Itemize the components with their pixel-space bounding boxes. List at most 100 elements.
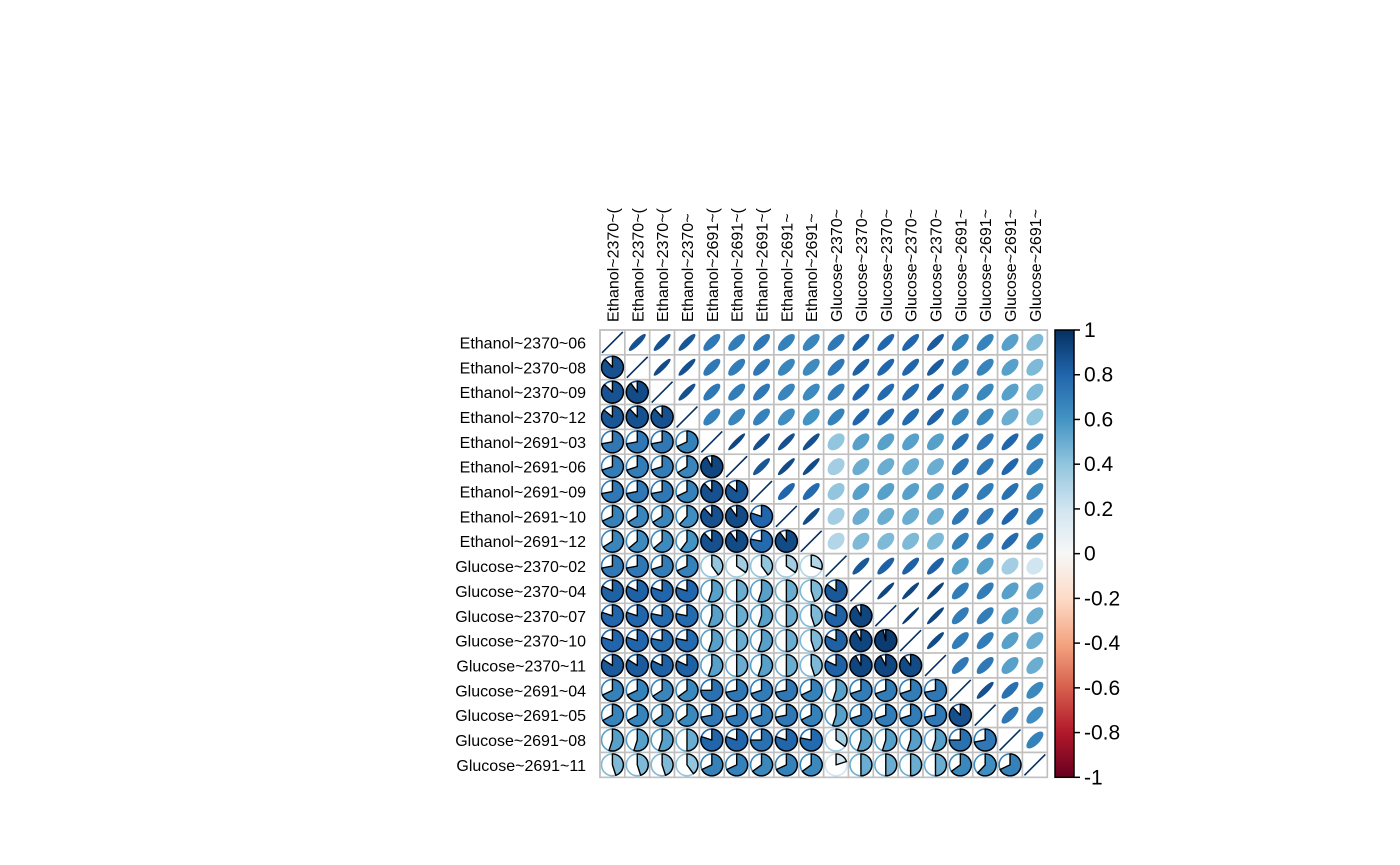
pie-slice-11-9: [824, 604, 848, 628]
ellipse-8-9: [827, 532, 845, 550]
ellipse-3-8: [802, 408, 820, 426]
ellipse-2-8: [802, 383, 820, 401]
pie-slice-13-0: [600, 653, 625, 678]
ellipse-8-13: [926, 532, 944, 550]
pie-slice-16-3: [686, 728, 699, 752]
row-label-3: Ethanol~2370~12: [460, 410, 586, 427]
pie-slice-13-1: [625, 653, 649, 678]
ellipse-5-16: [1001, 458, 1019, 476]
diag-mark-2: [651, 381, 674, 404]
pie-slice-15-5: [725, 703, 749, 727]
pie-slice-5-4: [700, 455, 724, 479]
ellipse-12-16: [1001, 632, 1019, 650]
row-label-12: Glucose~2370~10: [455, 634, 586, 651]
ellipse-5-14: [951, 458, 969, 476]
pie-slice-4-3: [676, 430, 699, 454]
matrix-border: [599, 329, 1049, 779]
ellipse-3-15: [976, 408, 994, 426]
pie-slice-11-8: [810, 604, 823, 627]
ellipse-9-11: [877, 557, 895, 575]
ellipse-8-16: [1001, 532, 1019, 550]
ellipse-9-12: [902, 557, 920, 575]
ellipse-1-4: [703, 358, 721, 376]
ellipse-1-10: [852, 358, 870, 376]
ellipse-6-10: [852, 483, 870, 501]
pie-slice-14-4: [700, 678, 724, 702]
ellipse-13-16: [1001, 656, 1019, 674]
ellipse-6-15: [976, 483, 994, 501]
pie-slice-16-6: [749, 728, 774, 752]
pie-slice-13-7: [785, 653, 798, 678]
pie-slice-16-15: [973, 728, 997, 752]
diag-mark-15: [974, 704, 997, 727]
ellipse-6-13: [926, 483, 944, 501]
ellipse-5-6: [753, 458, 771, 476]
ellipse-2-16: [1001, 383, 1019, 401]
pie-slice-13-3: [675, 653, 699, 678]
ellipse-7-16: [1001, 507, 1019, 525]
pie-slice-14-12: [899, 678, 923, 702]
col-label-4: Ethanol~2691~(: [705, 207, 722, 322]
ellipse-0-16: [1001, 333, 1019, 351]
ellipse-5-15: [976, 458, 994, 476]
pie-slice-15-13: [924, 703, 948, 727]
pie-slice-17-1: [636, 753, 649, 776]
ellipse-6-11: [877, 483, 895, 501]
ellipse-11-15: [976, 607, 994, 625]
ellipse-1-17: [1026, 358, 1044, 376]
ellipse-3-12: [902, 408, 920, 426]
pie-slice-14-13: [924, 678, 948, 702]
ellipse-9-17: [1026, 557, 1044, 575]
row-label-11: Glucose~2370~07: [455, 609, 586, 626]
pie-slice-8-2: [653, 529, 674, 553]
pie-slice-7-0: [601, 504, 625, 528]
pie-slice-7-1: [627, 504, 649, 529]
pie-slice-16-7: [774, 728, 798, 752]
pie-slice-10-3: [675, 579, 699, 603]
pie-slice-9-2: [651, 554, 674, 578]
ellipse-6-17: [1026, 483, 1044, 501]
pie-slice-14-9: [831, 678, 848, 702]
ellipse-2-3: [678, 383, 696, 401]
row-label-15: Glucose~2691~05: [455, 708, 586, 725]
ellipse-11-13: [926, 607, 944, 625]
row-label-17: Glucose~2691~11: [456, 758, 586, 775]
pie-slice-11-3: [675, 604, 699, 628]
pie-slice-12-11: [874, 628, 898, 653]
pie-slice-1-0: [600, 355, 625, 379]
pie-slice-9-6: [760, 554, 774, 576]
ellipse-2-11: [877, 383, 895, 401]
ellipse-7-17: [1026, 507, 1044, 525]
pie-slice-8-5: [725, 529, 749, 553]
ellipse-6-12: [902, 483, 920, 501]
pie-slice-17-14: [950, 753, 972, 777]
ellipse-0-11: [877, 333, 895, 351]
row-label-4: Ethanol~2691~03: [460, 435, 586, 452]
col-label-0: Ethanol~2370~(: [605, 207, 622, 322]
pie-slice-16-12: [906, 728, 923, 752]
pie-slice-11-7: [785, 604, 798, 628]
pie-slice-16-2: [658, 728, 674, 752]
ellipse-12-14: [951, 632, 969, 650]
ellipse-4-16: [1001, 433, 1019, 451]
ellipse-7-14: [951, 507, 969, 525]
ellipse-11-16: [1001, 607, 1019, 625]
pie-slice-16-13: [931, 728, 948, 752]
pie-slice-9-4: [711, 554, 724, 576]
row-label-14: Glucose~2691~04: [455, 683, 586, 700]
pie-slice-16-14: [948, 728, 972, 752]
diag-mark-14: [949, 679, 972, 702]
pie-slice-15-3: [677, 703, 699, 727]
pie-slice-10-1: [625, 579, 649, 603]
ellipse-8-12: [902, 532, 920, 550]
pie-slice-13-4: [707, 653, 724, 678]
ellipse-2-12: [902, 383, 920, 401]
pie-slice-12-3: [675, 628, 699, 653]
ellipse-15-16: [1001, 706, 1019, 724]
pie-slice-15-8: [800, 703, 823, 727]
ellipse-7-8: [802, 507, 820, 525]
ellipse-9-10: [852, 557, 870, 575]
ellipse-3-17: [1026, 408, 1044, 426]
pie-slice-11-1: [625, 604, 649, 628]
